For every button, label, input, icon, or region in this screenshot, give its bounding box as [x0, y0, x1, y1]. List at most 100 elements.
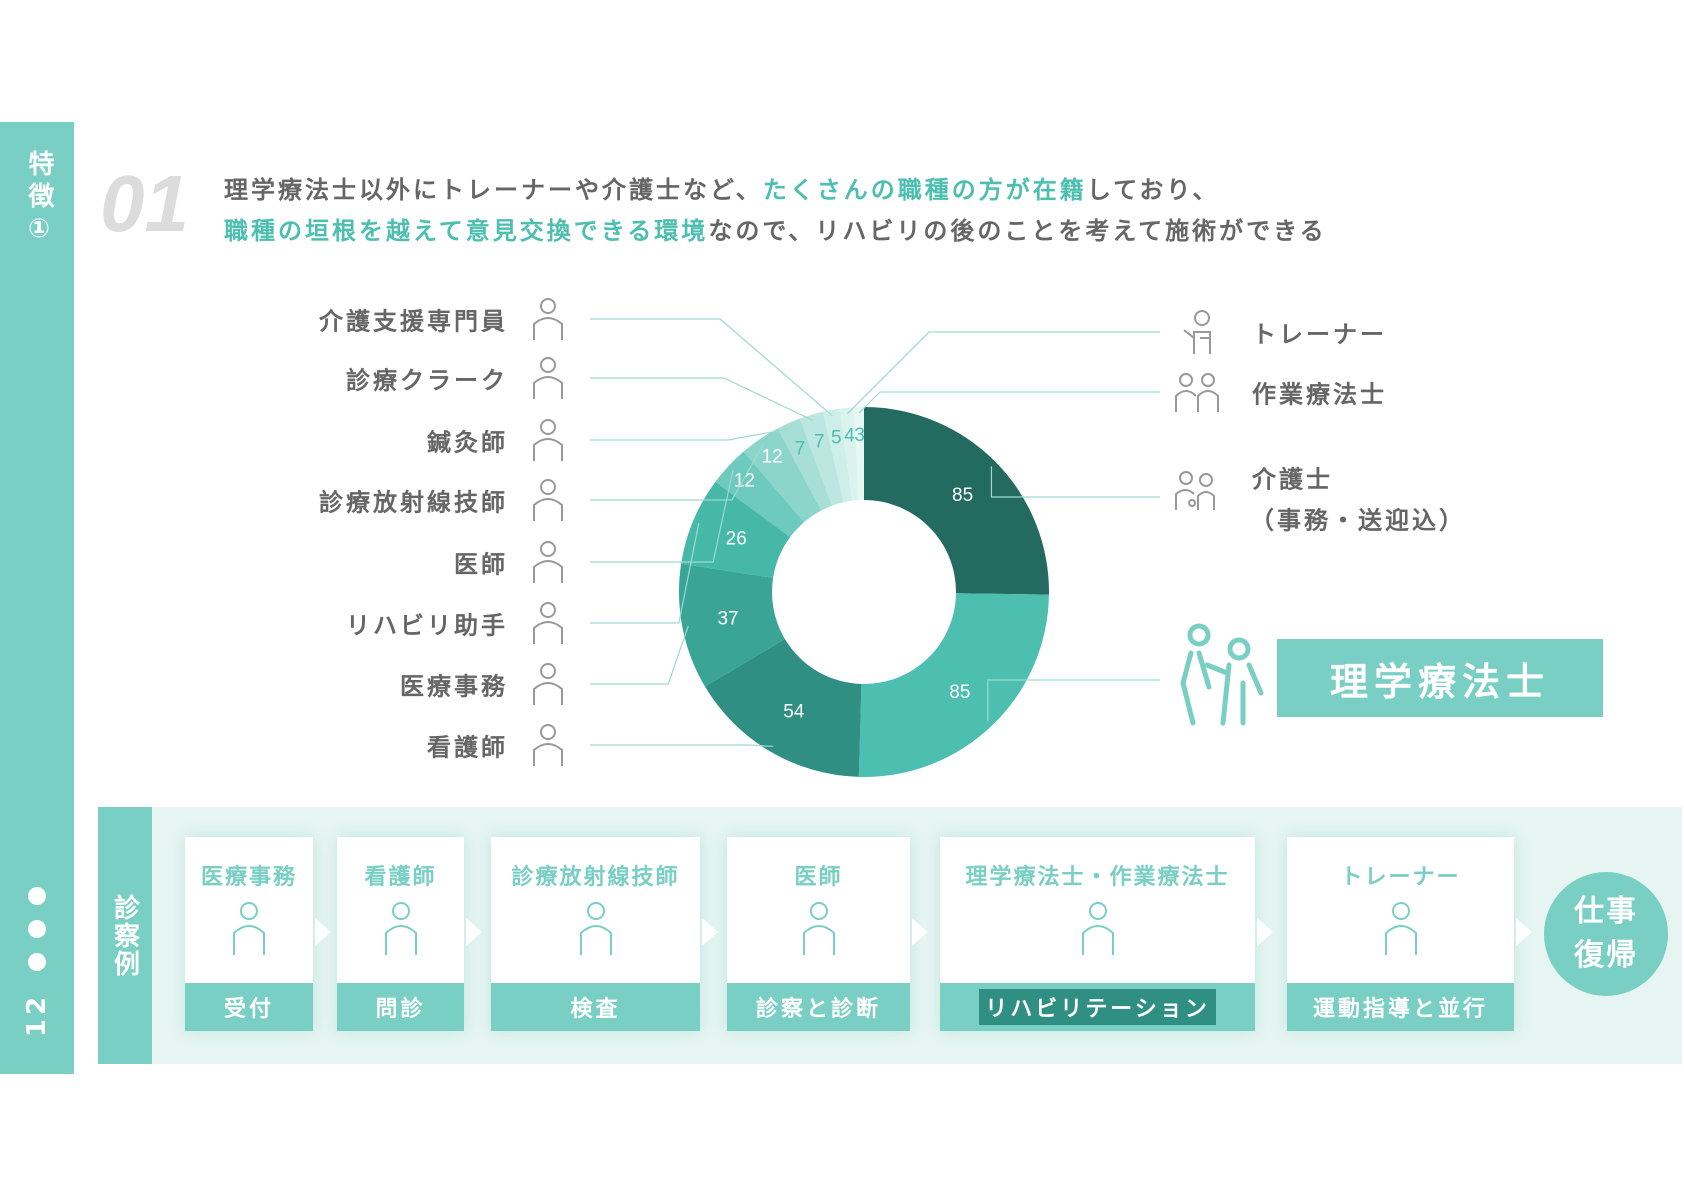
- donut-slice: [853, 407, 864, 501]
- flow-step-role: 医師: [794, 865, 843, 890]
- flow-step-action-bar: 受付: [185, 983, 313, 1031]
- slice-value-label: 12: [762, 447, 783, 468]
- donut-slice: [858, 593, 1049, 778]
- staff-icon: [579, 902, 612, 955]
- staff-icon: [233, 902, 265, 955]
- donut-slice: [839, 407, 859, 501]
- slice-value-label: 7: [814, 432, 825, 453]
- headline-highlight: 職種の垣根を越えて意見交換できる環境: [224, 217, 709, 245]
- leader-line: [590, 625, 689, 685]
- donut-slice: [864, 407, 1049, 595]
- page-number: 12: [22, 992, 52, 1038]
- flow-step-action: 検査: [570, 997, 621, 1022]
- arrow-right-icon: [315, 918, 331, 946]
- flow-step-action-bar: 問診: [337, 983, 464, 1031]
- slice-value-label: 3: [854, 425, 865, 446]
- section-number: 01: [100, 159, 189, 248]
- arrow-right-icon: [1257, 918, 1273, 946]
- flow-step-card: 医師 診察と診断: [727, 837, 910, 1031]
- label-caregiver-note: （事務・送迎込）: [1250, 506, 1466, 535]
- flow-step-card: 看護師 問診: [337, 837, 464, 1031]
- label-care-manager: 介護支援専門員: [319, 307, 508, 336]
- headline-text: しており、: [1086, 176, 1220, 204]
- radiology-icon: [533, 479, 563, 521]
- label-clerk: 診療クラーク: [346, 366, 508, 395]
- goal-text: 仕事復帰: [1574, 894, 1638, 973]
- leader-line: [590, 522, 700, 624]
- arrow-right-icon: [912, 918, 928, 946]
- donut-slice: [681, 481, 791, 578]
- label-medical-clerk: 医療事務: [400, 672, 508, 701]
- headline-line1: 理学療法士以外にトレーナーや介護士など、たくさんの職種の方が在籍しており、: [224, 170, 1219, 205]
- slice-value-label: 85: [952, 485, 973, 506]
- flow-step-action-bar: 検査: [491, 983, 700, 1031]
- label-acupuncture: 鍼灸師: [427, 428, 508, 457]
- highlight-label-physical-therapist: 理学療法士: [1277, 639, 1603, 717]
- clerk-icon: [533, 357, 563, 399]
- slice-value-label: 85: [949, 682, 970, 703]
- sidebar: [0, 122, 74, 1074]
- label-caregiver: 介護士: [1252, 465, 1333, 494]
- flow-step-action: 運動指導と並行: [1312, 997, 1488, 1022]
- flow-step-action: リハビリテーション: [979, 989, 1216, 1025]
- flow-step-action-bar: 診察と診断: [727, 983, 910, 1031]
- slice-value-label: 12: [734, 470, 755, 491]
- leader-line: [590, 744, 774, 747]
- staff-icon: [384, 902, 417, 955]
- label-nurse: 看護師: [427, 733, 508, 762]
- leader-line: [590, 427, 792, 441]
- leader-line: [590, 469, 734, 563]
- donut-slice: [704, 638, 862, 777]
- slice-value-label: 26: [726, 529, 747, 550]
- flow-step-card: トレーナー 運動指導と並行: [1287, 837, 1514, 1031]
- nurse-icon: [533, 724, 563, 766]
- flow-step-action: 診察と診断: [755, 997, 881, 1022]
- flow-step-card: 医療事務 受付: [185, 837, 313, 1031]
- leader-line: [858, 391, 1160, 414]
- physical-therapist-icon: [1180, 623, 1264, 726]
- flow-title: 診察例: [98, 807, 152, 1064]
- label-trainer: トレーナー: [1252, 320, 1387, 349]
- leader-line: [990, 466, 1160, 498]
- doctor-icon: [533, 541, 563, 583]
- flow-step-role: 診療放射線技師: [511, 865, 680, 890]
- label-rehab-assistant: リハビリ助手: [346, 611, 508, 640]
- headline-highlight: たくさんの職種の方が在籍: [762, 176, 1087, 204]
- flow-step-role: トレーナー: [1340, 865, 1461, 890]
- flow-step-card: 理学療法士・作業療法士 リハビリテーション: [940, 837, 1255, 1031]
- headline-line2: 職種の垣根を越えて意見交換できる環境なので、リハビリの後のことを考えて施術ができ…: [224, 211, 1327, 246]
- leader-line: [846, 331, 1160, 415]
- arrow-right-icon: [702, 918, 718, 946]
- flow-step-action-bar: 運動指導と並行: [1287, 983, 1514, 1031]
- flow-step-card: 診療放射線技師 検査: [491, 837, 700, 1031]
- headline-text: 理学療法士以外にトレーナーや介護士など、: [224, 176, 763, 204]
- slice-value-label: 54: [783, 701, 805, 722]
- donut-slice: [799, 411, 844, 506]
- label-radiology: 診療放射線技師: [319, 488, 508, 517]
- flow-step-role: 医療事務: [200, 865, 297, 890]
- donut-slice: [822, 408, 853, 503]
- rehab-assistant-icon: [533, 602, 563, 644]
- dot-icon: [28, 953, 46, 971]
- staff-icon: [1081, 902, 1114, 955]
- flow-step-action-bar: リハビリテーション: [940, 983, 1255, 1031]
- care-manager-icon: [533, 298, 563, 340]
- occupational-therapist-icon: [1175, 373, 1219, 412]
- staff-icon: [1384, 902, 1417, 955]
- donut-slice: [777, 418, 833, 511]
- flow-step-action: 問診: [375, 997, 426, 1022]
- feature-label: 特徴①: [24, 150, 54, 250]
- slice-value-label: 5: [831, 427, 842, 448]
- slice-value-label: 4: [844, 426, 855, 447]
- dot-icon: [28, 920, 46, 938]
- medical-clerk-icon: [533, 663, 563, 705]
- flow-step-role: 理学療法士・作業療法士: [965, 865, 1230, 890]
- donut-slice: [679, 563, 785, 687]
- arrow-right-icon: [466, 918, 482, 946]
- arrow-right-icon: [1516, 918, 1532, 946]
- goal-circle: 仕事復帰: [1544, 872, 1668, 996]
- donut-slice: [743, 428, 822, 523]
- slice-value-label: 7: [795, 439, 806, 460]
- leader-line: [987, 679, 1160, 722]
